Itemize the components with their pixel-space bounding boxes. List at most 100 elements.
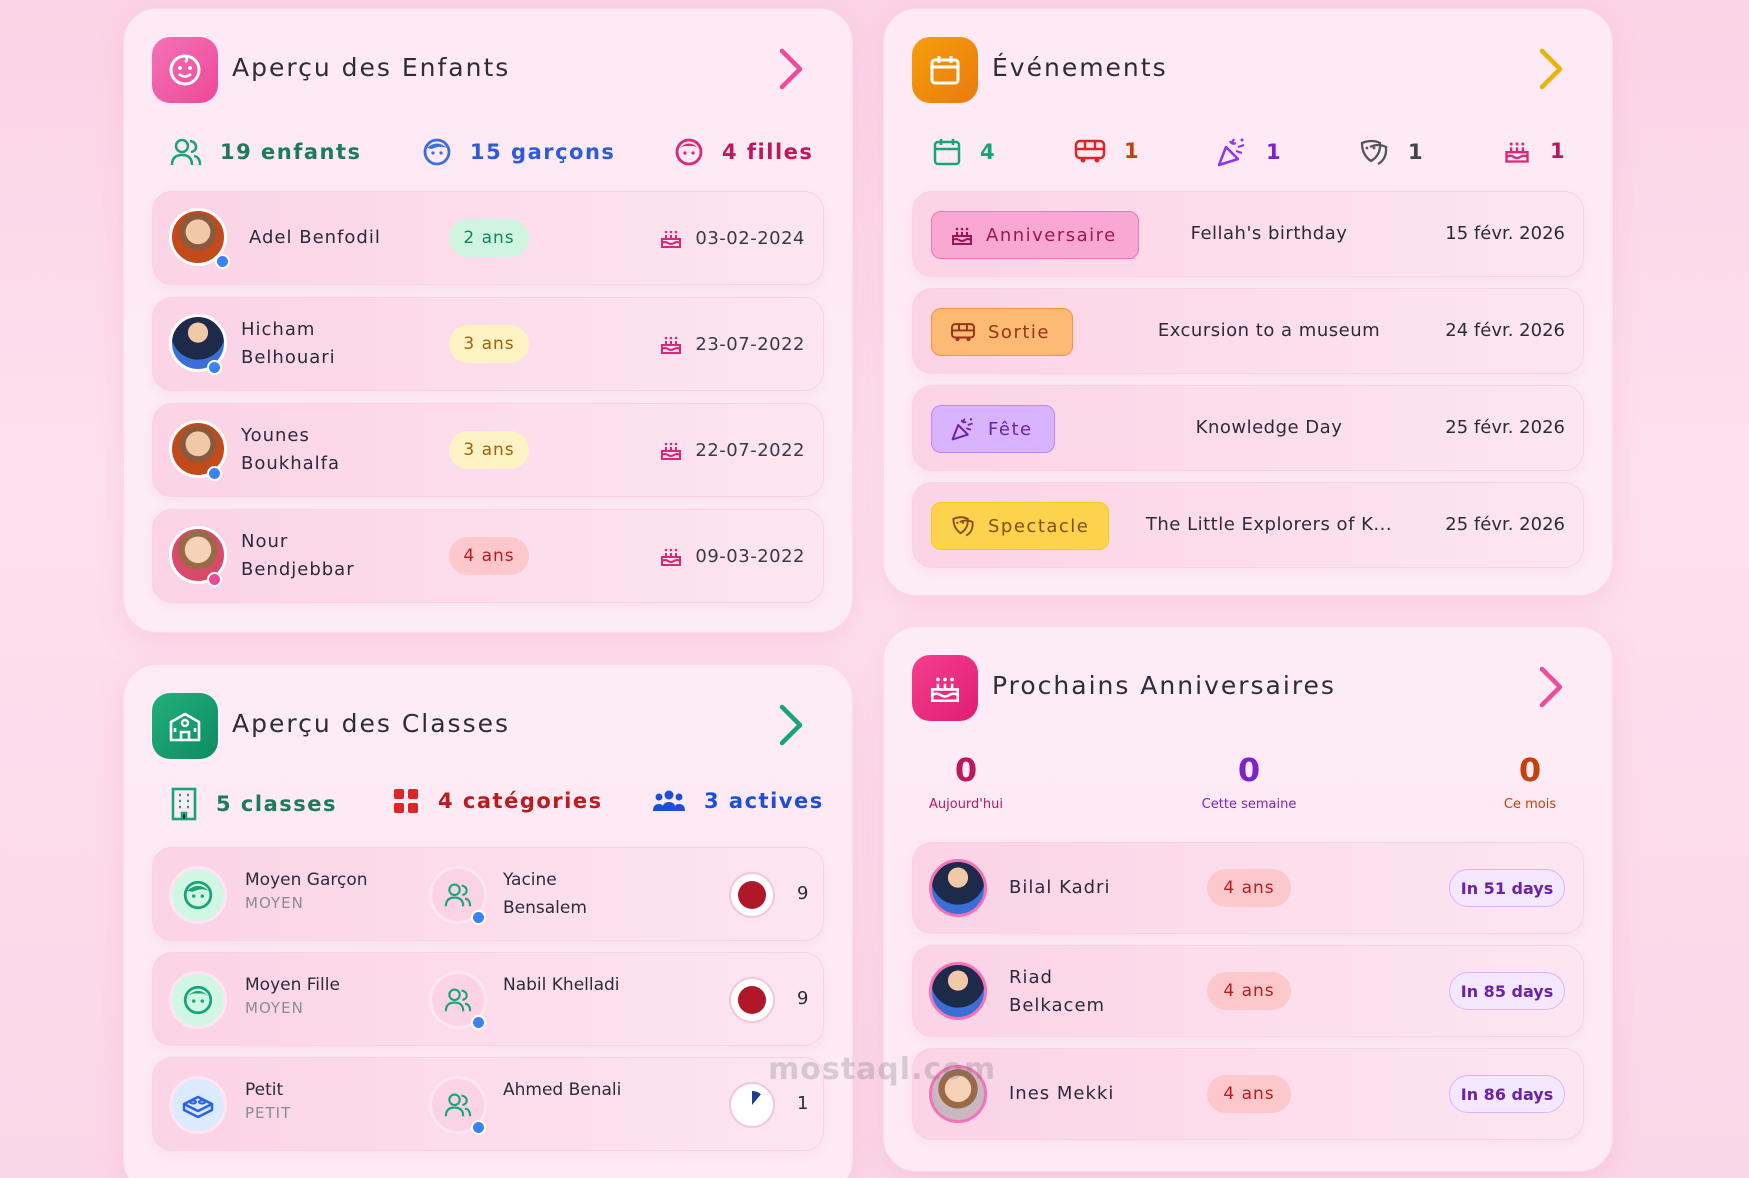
boys-stat: 15 garçons xyxy=(422,137,615,167)
status-dot xyxy=(215,254,230,269)
classes-count-stat: 5 classes xyxy=(170,787,337,821)
teacher-name: Yacine Bensalem xyxy=(503,870,587,918)
capacity-gauge xyxy=(729,977,775,1023)
event-row[interactable]: Anniversaire Fellah's birthday 15 févr. … xyxy=(912,191,1584,277)
calendar-icon xyxy=(912,37,978,103)
class-row[interactable]: Petit PETIT Ahmed Benali 1 xyxy=(152,1057,824,1151)
class-row[interactable]: Moyen Fille MOYEN Nabil Khelladi 9 xyxy=(152,952,824,1046)
birthday-row[interactable]: Riad Belkacem 4 ans In 85 days xyxy=(912,945,1584,1037)
avatar xyxy=(929,1065,987,1123)
days-until-badge: In 86 days xyxy=(1449,1075,1565,1113)
child-row[interactable]: Hicham Belhouari 3 ans 23-07-2022 xyxy=(152,297,824,391)
avatar xyxy=(169,420,227,478)
upcoming-birthdays-card: Prochains Anniversaires 0 Aujourd'hui 0 … xyxy=(883,626,1613,1172)
event-date: 24 févr. 2026 xyxy=(1445,320,1565,341)
events-count-bus: 1 xyxy=(1074,137,1140,165)
party-popper-icon xyxy=(1217,138,1245,167)
event-title: Excursion to a museum xyxy=(1157,320,1381,341)
active-classes-label: 3 actives xyxy=(704,789,824,813)
grid-icon xyxy=(394,789,418,813)
girl-face-icon xyxy=(675,138,703,166)
child-row[interactable]: Younes Boukhalfa 3 ans 22-07-2022 xyxy=(152,403,824,497)
gauge-fill xyxy=(738,986,766,1014)
event-date: 15 févr. 2026 xyxy=(1445,223,1565,244)
age-badge: 3 ans xyxy=(449,325,529,363)
age-badge: 4 ans xyxy=(1207,869,1291,907)
birthday-child-name: Riad Belkacem xyxy=(1009,967,1106,1016)
event-type-label: Sortie xyxy=(988,321,1050,343)
age-badge: 3 ans xyxy=(449,431,529,469)
month-label: Ce mois xyxy=(1503,797,1557,812)
cake-icon xyxy=(912,655,978,721)
building-icon xyxy=(171,787,197,821)
child-row[interactable]: Adel Benfodil 2 ans 03-02-2024 xyxy=(152,191,824,285)
class-count: 1 xyxy=(797,1093,810,1114)
status-dot xyxy=(207,360,222,375)
party-popper-icon xyxy=(951,418,973,441)
birthdate-value: 23-07-2022 xyxy=(695,333,805,355)
children-overview-card: Aperçu des Enfants 19 enfants 15 garçons… xyxy=(123,8,853,633)
chevron-right-icon[interactable] xyxy=(1536,47,1566,91)
today-label: Aujourd'hui xyxy=(929,797,1003,812)
status-dot xyxy=(207,466,222,481)
child-name: Adel Benfodil xyxy=(249,227,381,248)
class-name: Moyen Garçon xyxy=(245,870,368,890)
cake-icon xyxy=(661,442,682,460)
child-row[interactable]: Nour Bendjebbar 4 ans 09-03-2022 xyxy=(152,509,824,603)
users-icon xyxy=(170,138,202,166)
classes-overview-card: Aperçu des Classes 5 classes 4 catégorie… xyxy=(123,664,853,1178)
events-count-cake: 1 xyxy=(1502,137,1566,165)
gauge-fill xyxy=(752,1091,761,1105)
days-until-badge: In 85 days xyxy=(1449,972,1565,1010)
mask-count: 1 xyxy=(1408,140,1425,164)
chevron-right-icon[interactable] xyxy=(776,47,806,91)
school-icon xyxy=(152,693,218,759)
girls-stat: 4 filles xyxy=(674,137,813,167)
chevron-right-icon[interactable] xyxy=(1536,665,1566,709)
class-name: Moyen Fille xyxy=(245,975,340,995)
total-children-label: 19 enfants xyxy=(220,140,362,164)
avatar xyxy=(929,859,987,917)
cake-count: 1 xyxy=(1550,139,1567,163)
birthdate: 03-02-2024 xyxy=(659,226,805,250)
event-date: 25 févr. 2026 xyxy=(1445,417,1565,438)
theater-mask-icon xyxy=(952,516,974,537)
events-card-title: Événements xyxy=(992,53,1168,82)
status-dot xyxy=(471,1015,486,1030)
bus-icon xyxy=(1074,139,1106,163)
events-count-mask: 1 xyxy=(1358,137,1424,167)
active-classes-stat: 3 actives xyxy=(652,787,824,815)
events-count-party: 1 xyxy=(1216,137,1282,167)
birthday-row[interactable]: Bilal Kadri 4 ans In 51 days xyxy=(912,842,1584,934)
classes-count-label: 5 classes xyxy=(216,792,337,816)
birthday-child-name: Ines Mekki xyxy=(1009,1083,1115,1104)
event-row[interactable]: Fête Knowledge Day 25 févr. 2026 xyxy=(912,385,1584,471)
class-row[interactable]: Moyen Garçon MOYEN Yacine Bensalem 9 xyxy=(152,847,824,941)
classes-card-header: Aperçu des Classes xyxy=(152,693,824,759)
birthday-child-name: Bilal Kadri xyxy=(1009,877,1111,898)
cake-icon xyxy=(1505,142,1529,163)
class-level: MOYEN xyxy=(245,999,304,1017)
event-row[interactable]: Spectacle The Little Explorers of K... 2… xyxy=(912,482,1584,568)
birthday-row[interactable]: Ines Mekki 4 ans In 86 days xyxy=(912,1048,1584,1140)
event-row[interactable]: Sortie Excursion to a museum 24 févr. 20… xyxy=(912,288,1584,374)
class-count: 9 xyxy=(797,988,810,1009)
cake-icon xyxy=(661,230,682,248)
bus-count: 1 xyxy=(1124,139,1141,163)
teacher-name: Nabil Khelladi xyxy=(503,975,620,995)
capacity-gauge xyxy=(729,1082,775,1128)
teacher-users-icon xyxy=(429,1076,487,1134)
event-type-label: Anniversaire xyxy=(986,224,1117,246)
class-count: 9 xyxy=(797,883,810,904)
teacher-name: Ahmed Benali xyxy=(503,1080,622,1100)
gauge-fill xyxy=(738,881,766,909)
children-card-header: Aperçu des Enfants xyxy=(152,37,824,103)
total-children-stat: 19 enfants xyxy=(170,137,362,167)
cake-icon xyxy=(661,548,682,566)
age-badge: 4 ans xyxy=(1207,972,1291,1010)
chevron-right-icon[interactable] xyxy=(776,703,806,747)
week-label: Cette semaine xyxy=(1201,797,1297,812)
child-name: Younes Boukhalfa xyxy=(241,425,340,474)
birthdate: 22-07-2022 xyxy=(659,438,805,462)
capacity-gauge xyxy=(729,872,775,918)
